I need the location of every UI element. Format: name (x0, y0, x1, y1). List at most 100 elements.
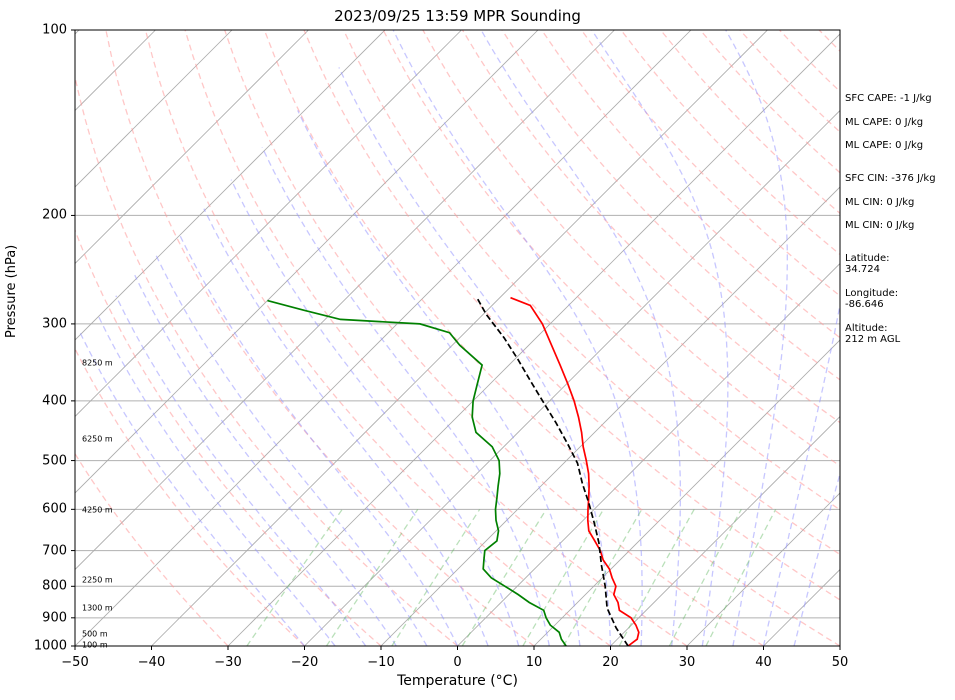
height-label: 100 m (82, 640, 108, 650)
x-tick-label: 40 (755, 655, 772, 670)
height-label: 6250 m (82, 434, 113, 444)
series-line-dewpoint (267, 299, 567, 646)
x-tick-label: −30 (214, 655, 242, 670)
y-tick-label: 800 (42, 578, 67, 594)
moist-adiabat (79, 332, 305, 646)
y-tick-label: 600 (42, 501, 67, 517)
latitude-text: Latitude: 34.724 (845, 253, 890, 275)
height-label: 500 m (82, 629, 108, 639)
height-label: 2250 m (82, 575, 113, 585)
isotherm-line (0, 30, 3, 646)
x-tick-label: −50 (61, 655, 89, 670)
dry-adiabat (382, 30, 840, 511)
isotherm-line (75, 30, 233, 188)
isotherm-line (75, 30, 539, 494)
moist-adiabat (591, 30, 729, 646)
isotherm-line (75, 30, 156, 112)
longitude-text: Longitude: -86.646 (845, 288, 899, 310)
x-tick-label: −10 (367, 655, 395, 670)
y-tick-label: 1000 (33, 638, 67, 654)
isotherm-line (227, 33, 840, 646)
y-tick-label: 900 (42, 610, 67, 626)
ml-cin-text-1: ML CIN: 0 J/kg (845, 197, 915, 208)
height-label: 8250 m (82, 358, 113, 368)
ml-cape-text-1: ML CAPE: 0 J/kg (845, 117, 924, 128)
dry-adiabat (303, 30, 840, 601)
moist-adiabat (762, 301, 840, 646)
x-axis-label: Temperature (°C) (397, 673, 518, 689)
mixing-ratio-line (618, 508, 695, 646)
y-tick-label: 300 (42, 316, 67, 332)
dry-adiabat (184, 30, 688, 646)
dry-adiabat (422, 30, 840, 467)
mixing-ratio-line (391, 508, 481, 646)
mixing-ratio-line (461, 508, 547, 646)
moist-adiabat (725, 30, 788, 646)
sfc-cape-text: SFC CAPE: -1 J/kg (845, 93, 932, 104)
moist-adiabat (261, 146, 550, 646)
mixing-ratio-line (522, 508, 605, 646)
x-tick-label: 0 (453, 655, 462, 670)
height-label: 1300 m (82, 603, 113, 613)
y-tick-label: 100 (42, 22, 67, 38)
plot-frame (74, 29, 841, 647)
x-tick-label: −20 (290, 655, 319, 670)
moist-adiabat (793, 471, 840, 646)
mixing-ratio-line (562, 508, 643, 646)
moist-adiabat (154, 252, 428, 646)
ml-cin-text-2: ML CIN: 0 J/kg (845, 220, 915, 231)
moist-adiabat (230, 179, 520, 646)
series-line-temperature (510, 296, 640, 646)
x-tick-label: 30 (678, 655, 696, 670)
dry-adiabat (343, 30, 840, 556)
isotherm-line (533, 339, 840, 646)
y-tick-label: 200 (42, 207, 67, 223)
isotherm-line (75, 30, 462, 418)
dry-adiabat (75, 347, 305, 646)
moist-adiabat (115, 295, 367, 646)
moist-adiabat (134, 274, 397, 646)
isotherm-line (151, 30, 768, 646)
isotherm-line (75, 30, 615, 571)
isotherm-line (75, 30, 309, 265)
moist-adiabat (338, 67, 612, 646)
y-axis-label: Pressure (hPa) (4, 244, 19, 338)
mixing-ratio-line (668, 508, 742, 646)
ml-cape-text-2: ML CAPE: 0 J/kg (845, 140, 924, 151)
isotherm-line (304, 109, 840, 646)
y-tick-label: 400 (42, 393, 67, 409)
isotherm-line (610, 415, 840, 646)
x-tick-label: 20 (602, 655, 619, 670)
moist-adiabat (179, 234, 459, 646)
isotherm-line (75, 30, 80, 35)
dry-adiabat (263, 30, 840, 646)
y-tick-label: 500 (42, 453, 67, 469)
moist-adiabat (297, 110, 581, 646)
moist-adiabat (203, 208, 489, 646)
isotherm-line (686, 492, 840, 646)
dry-adiabat (75, 452, 229, 646)
moist-adiabat (97, 314, 336, 646)
plot-area (0, 30, 840, 646)
moist-adiabat (392, 30, 643, 646)
dry-adiabat (224, 30, 764, 646)
chart-title: 2023/09/25 13:59 MPR Sounding (334, 7, 581, 25)
isotherm-line (75, 30, 386, 341)
x-tick-label: −40 (137, 655, 166, 670)
mixing-ratio-line (705, 508, 777, 646)
sfc-cin-text: SFC CIN: -376 J/kg (845, 173, 936, 184)
moist-adiabat (480, 30, 682, 646)
dry-adiabat (580, 30, 840, 297)
series-line-parcel (476, 297, 629, 646)
dry-adiabat (144, 30, 611, 646)
x-tick-label: 50 (831, 655, 849, 670)
altitude-text: Altitude: 212 m AGL (845, 323, 901, 345)
isotherm-line (380, 186, 840, 646)
mixing-ratio-line (246, 508, 343, 646)
mixing-ratio-line (325, 508, 419, 646)
y-tick-label: 700 (42, 543, 67, 559)
dry-adiabat (105, 30, 535, 646)
isotherm-line (75, 30, 692, 646)
height-label: 4250 m (82, 505, 113, 515)
